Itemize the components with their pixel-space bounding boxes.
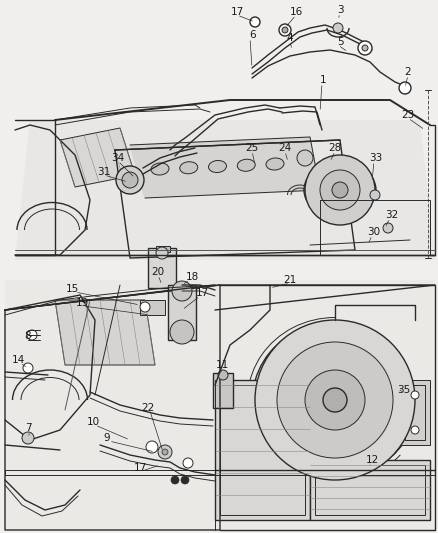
Bar <box>213 373 233 408</box>
Text: 24: 24 <box>279 143 292 153</box>
Circle shape <box>399 82 411 94</box>
Text: 34: 34 <box>111 153 125 163</box>
Text: 21: 21 <box>283 275 297 285</box>
Circle shape <box>305 155 375 225</box>
Text: 35: 35 <box>397 385 411 395</box>
Circle shape <box>181 476 189 484</box>
Circle shape <box>305 370 365 430</box>
Text: 11: 11 <box>215 360 229 370</box>
Circle shape <box>170 320 194 344</box>
Text: 33: 33 <box>369 153 383 163</box>
Circle shape <box>140 302 150 312</box>
Polygon shape <box>5 280 435 530</box>
Bar <box>405 385 425 440</box>
Circle shape <box>162 449 168 455</box>
Polygon shape <box>55 300 155 365</box>
Bar <box>315 465 425 515</box>
Text: 17: 17 <box>195 288 208 298</box>
Ellipse shape <box>151 163 169 175</box>
Text: 16: 16 <box>290 7 303 17</box>
Text: 3: 3 <box>337 5 343 15</box>
Text: 23: 23 <box>401 110 415 120</box>
Text: 9: 9 <box>104 433 110 443</box>
Text: 15: 15 <box>65 284 79 294</box>
Bar <box>220 385 305 515</box>
Circle shape <box>279 24 291 36</box>
Text: 2: 2 <box>405 67 411 77</box>
Circle shape <box>370 190 380 200</box>
Circle shape <box>282 27 288 33</box>
Bar <box>310 460 430 520</box>
Circle shape <box>255 320 415 480</box>
Circle shape <box>122 172 138 188</box>
Circle shape <box>250 17 260 27</box>
Bar <box>400 380 430 445</box>
Circle shape <box>362 45 368 51</box>
Text: 25: 25 <box>245 143 258 153</box>
Text: 7: 7 <box>25 423 31 433</box>
Text: 12: 12 <box>365 455 378 465</box>
Text: 17: 17 <box>230 7 244 17</box>
Circle shape <box>411 426 419 434</box>
Circle shape <box>23 363 33 373</box>
Ellipse shape <box>208 160 226 173</box>
Text: 17: 17 <box>134 463 147 473</box>
Circle shape <box>358 41 372 55</box>
Circle shape <box>383 223 393 233</box>
Text: 1: 1 <box>320 75 326 85</box>
Ellipse shape <box>180 161 198 174</box>
Text: 22: 22 <box>141 403 155 413</box>
Text: 28: 28 <box>328 143 342 153</box>
Text: 31: 31 <box>97 167 111 177</box>
Circle shape <box>332 182 348 198</box>
Text: 18: 18 <box>185 272 198 282</box>
Text: 4: 4 <box>287 33 293 43</box>
Bar <box>168 285 196 340</box>
Circle shape <box>156 247 168 259</box>
Circle shape <box>27 330 37 340</box>
Text: 30: 30 <box>367 227 381 237</box>
Circle shape <box>183 458 193 468</box>
Circle shape <box>411 391 419 399</box>
Bar <box>148 248 176 288</box>
Bar <box>140 300 165 315</box>
Circle shape <box>171 476 179 484</box>
Circle shape <box>277 342 393 458</box>
Circle shape <box>333 23 343 33</box>
Circle shape <box>146 441 158 453</box>
Ellipse shape <box>237 159 255 171</box>
Text: 32: 32 <box>385 210 399 220</box>
Polygon shape <box>15 120 435 260</box>
Text: 19: 19 <box>75 298 88 308</box>
Polygon shape <box>130 137 320 198</box>
Bar <box>156 246 170 252</box>
Bar <box>215 380 310 520</box>
Circle shape <box>297 150 313 166</box>
Text: 20: 20 <box>152 267 165 277</box>
Ellipse shape <box>266 158 284 170</box>
Circle shape <box>218 370 228 380</box>
Text: 10: 10 <box>86 417 99 427</box>
Circle shape <box>323 388 347 412</box>
Text: 5: 5 <box>337 37 343 47</box>
Circle shape <box>22 432 34 444</box>
Polygon shape <box>60 128 135 187</box>
Text: 6: 6 <box>250 30 256 40</box>
Circle shape <box>158 445 172 459</box>
Circle shape <box>172 281 192 301</box>
Text: 8: 8 <box>25 331 31 341</box>
Circle shape <box>320 170 360 210</box>
Circle shape <box>116 166 144 194</box>
Text: 14: 14 <box>11 355 25 365</box>
